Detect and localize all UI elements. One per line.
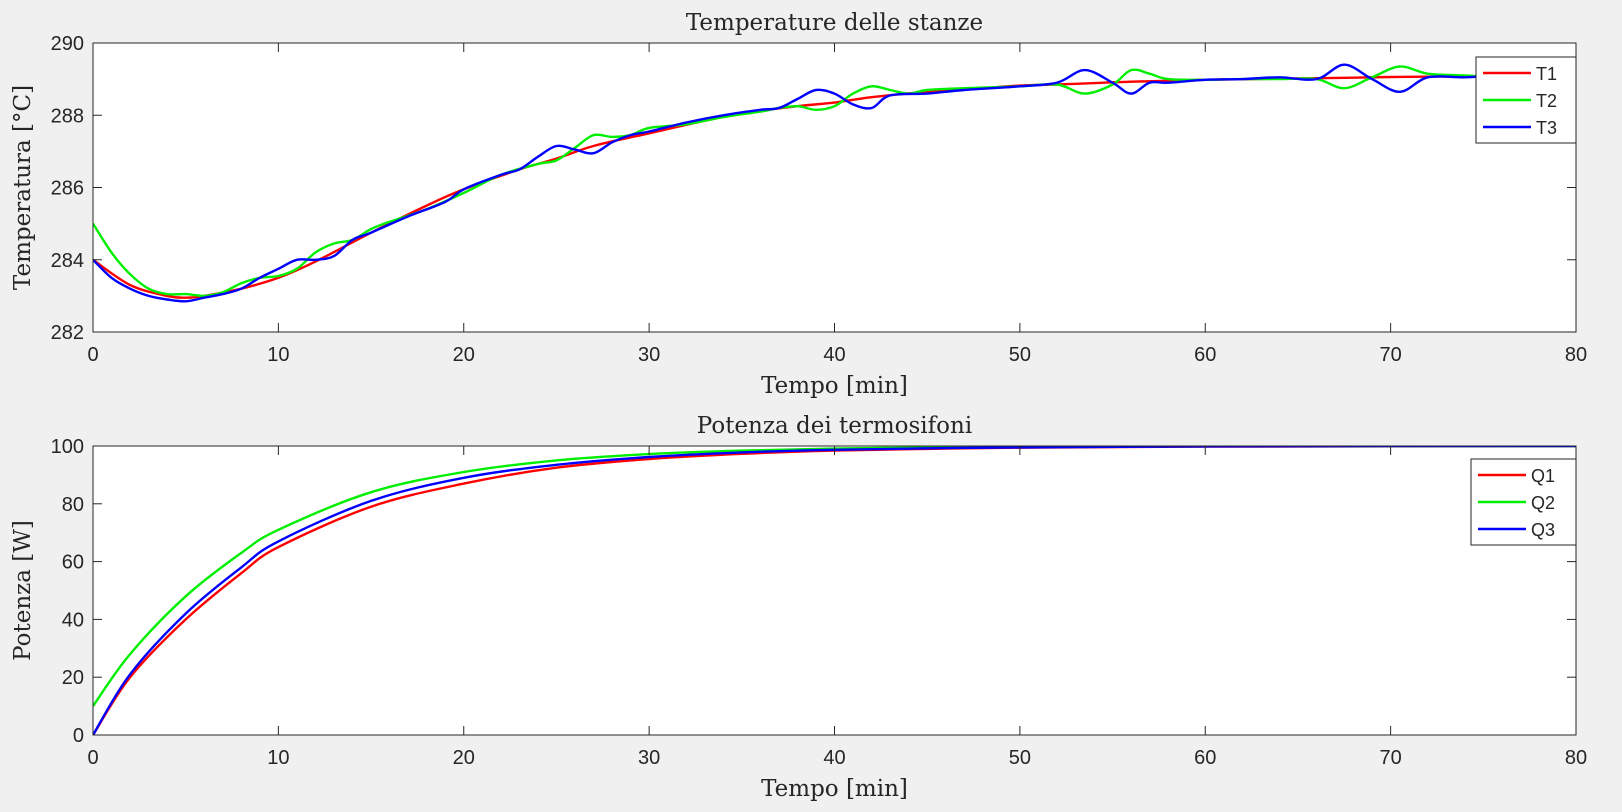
x-tick-label: 10 (267, 747, 289, 769)
x-tick-label: 80 (1565, 344, 1587, 366)
y-axis-label: Potenza [W] (10, 520, 36, 661)
x-tick-label: 20 (453, 747, 475, 769)
x-tick-label: 50 (1009, 344, 1031, 366)
legend: T1 T2 T3 (1475, 56, 1577, 144)
x-tick-label: 0 (87, 344, 98, 366)
y-tick-label: 0 (73, 725, 84, 747)
chart-title: Potenza dei termosifoni (697, 413, 972, 439)
legend-label-t1: T1 (1536, 64, 1557, 84)
y-tick-label: 40 (62, 609, 84, 631)
x-tick-label: 70 (1380, 747, 1402, 769)
y-tick-label: 20 (62, 667, 84, 689)
x-tick-label: 40 (823, 747, 845, 769)
plot-area (93, 43, 1576, 332)
series-line-t3 (93, 63, 1576, 303)
x-tick-label: 70 (1380, 344, 1402, 366)
legend-label-q3: Q3 (1531, 520, 1555, 540)
x-tick-label: 80 (1565, 747, 1587, 769)
y-tick-label: 80 (62, 494, 84, 516)
legend-label-t3: T3 (1536, 118, 1557, 138)
legend-label-q1: Q1 (1531, 466, 1555, 486)
chart-2: 0 10 20 30 40 50 60 70 80 0 20 40 60 80 100 Potenza dei… (10, 413, 1587, 802)
y-tick-label: 282 (51, 322, 84, 344)
chart-title: Temperature delle stanze (686, 10, 983, 36)
y-tick-label: 284 (51, 250, 84, 272)
y-axis-label: Temperatura [°C] (10, 85, 36, 290)
x-tick-label: 0 (87, 747, 98, 769)
x-tick-label: 30 (638, 747, 660, 769)
plot-area (93, 446, 1576, 735)
x-tick-label: 50 (1009, 747, 1031, 769)
y-tick-label: 60 (62, 552, 84, 574)
legend: Q1 Q2 Q3 (1470, 458, 1577, 546)
legend-label-t2: T2 (1536, 91, 1557, 111)
x-tick-label: 20 (453, 344, 475, 366)
x-tick-label: 30 (638, 344, 660, 366)
x-axis-label: Tempo [min] (761, 373, 908, 399)
x-tick-label: 10 (267, 344, 289, 366)
y-tick-label: 288 (51, 105, 84, 127)
x-tick-label: 60 (1194, 747, 1216, 769)
y-tick-label: 100 (51, 436, 84, 458)
x-axis-label: Tempo [min] (761, 776, 908, 802)
legend-label-q2: Q2 (1531, 493, 1555, 513)
x-tick-label: 40 (823, 344, 845, 366)
y-tick-label: 290 (51, 33, 84, 55)
x-tick-label: 60 (1194, 344, 1216, 366)
chart-1: 0 10 20 30 40 50 60 70 80 282 284 286 288 290 Temperat… (10, 10, 1587, 399)
y-tick-label: 286 (51, 178, 84, 200)
